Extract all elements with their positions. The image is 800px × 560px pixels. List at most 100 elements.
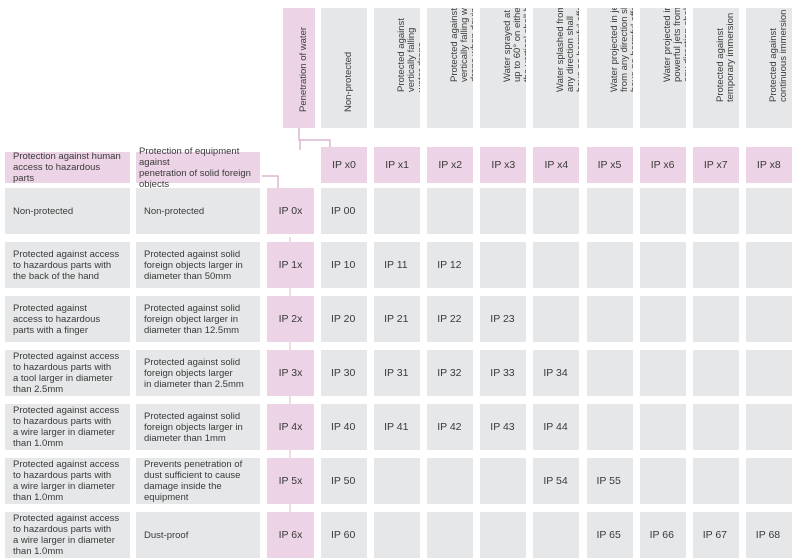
human-protection-header: Protection against human access to hazar… bbox=[5, 151, 130, 184]
water-level-code-text: IP x7 bbox=[703, 158, 728, 171]
solid-level-code-text: IP 1x bbox=[278, 258, 303, 271]
ip-rating-cell-text: IP 23 bbox=[490, 312, 515, 325]
water-level-code: IP x0 bbox=[321, 147, 367, 183]
ip-rating-cell bbox=[639, 296, 686, 342]
ip-rating-cell-text: IP 65 bbox=[596, 528, 621, 541]
ip-rating-cell-text: IP 00 bbox=[331, 204, 356, 217]
ip-rating-cell bbox=[745, 296, 792, 342]
human-protection-description: Protected against access to hazardous pa… bbox=[5, 458, 130, 504]
ip-rating-cell bbox=[692, 296, 739, 342]
solid-level-code: IP 3x bbox=[267, 350, 314, 396]
water-level-description-text: Water sprayed at an angle up to 60° on e… bbox=[502, 8, 527, 82]
water-level-code-text: IP x8 bbox=[756, 158, 781, 171]
ip-rating-cell-text: IP 10 bbox=[331, 258, 356, 271]
ip-rating-cell: IP 50 bbox=[321, 458, 367, 504]
ip-rating-cell: IP 60 bbox=[321, 512, 367, 558]
ip-rating-cell: IP 40 bbox=[321, 404, 367, 450]
water-level-code: IP x8 bbox=[745, 147, 792, 183]
water-level-description-text: Water projected in jets from any directi… bbox=[608, 8, 633, 92]
water-level-description: Water projected in jets from any directi… bbox=[586, 8, 633, 128]
ip-rating-cell-text: IP 66 bbox=[649, 528, 674, 541]
ip-rating-cell-text: IP 33 bbox=[490, 366, 515, 379]
water-level-code-text: IP x5 bbox=[597, 158, 622, 171]
ip-rating-cell bbox=[427, 188, 474, 234]
solid-level-code: IP 1x bbox=[267, 242, 314, 288]
ip-rating-cell: IP 68 bbox=[745, 512, 792, 558]
water-level-description-text: Protected against temporary immersion bbox=[714, 12, 736, 102]
ip-rating-cell: IP 12 bbox=[427, 242, 474, 288]
human-protection-description-text: Protected against access to hazardous pa… bbox=[13, 302, 101, 336]
water-level-description-text: Protected against vertically falling wat… bbox=[396, 18, 421, 92]
ip-rating-cell bbox=[427, 512, 474, 558]
ip-rating-cell-text: IP 67 bbox=[702, 528, 728, 541]
ip-rating-cell: IP 20 bbox=[321, 296, 367, 342]
ip-rating-cell-text: IP 68 bbox=[755, 528, 781, 541]
equipment-protection-label: Protection of equipment against penetrat… bbox=[139, 145, 251, 190]
equipment-protection-description: Protected against solid foreign objects … bbox=[136, 404, 260, 450]
solid-level-code-text: IP 0x bbox=[278, 204, 303, 217]
water-level-description: Protected against temporary immersion bbox=[692, 8, 739, 128]
ip-rating-cell: IP 11 bbox=[374, 242, 421, 288]
ip-rating-cell bbox=[586, 296, 633, 342]
ip-rating-cell-text: IP 12 bbox=[437, 258, 462, 271]
ip-rating-cell: IP 10 bbox=[321, 242, 367, 288]
ip-rating-cell-text: IP 60 bbox=[331, 528, 356, 541]
water-level-description: Water splashed from any direction shall … bbox=[533, 8, 580, 128]
human-protection-description: Protected against access to hazardous pa… bbox=[5, 512, 130, 558]
ip-rating-cell: IP 65 bbox=[586, 512, 633, 558]
solid-level-code: IP 2x bbox=[267, 296, 314, 342]
ip-rating-cell-text: IP 34 bbox=[543, 366, 568, 379]
ip-rating-cell: IP 33 bbox=[480, 350, 527, 396]
ip-rating-cell bbox=[533, 242, 580, 288]
solid-level-code: IP 0x bbox=[267, 188, 314, 234]
ip-rating-cell-text: IP 50 bbox=[331, 474, 356, 487]
equipment-protection-description-text: Protected against solid foreign objects … bbox=[144, 248, 243, 282]
water-level-code: IP x1 bbox=[374, 147, 421, 183]
ip-rating-cell-text: IP 42 bbox=[437, 420, 462, 433]
water-level-code-text: IP x0 bbox=[332, 158, 356, 171]
human-protection-description-text: Non-protected bbox=[13, 205, 74, 217]
ip-rating-cell bbox=[745, 242, 792, 288]
equipment-protection-description-text: Protected against solid foreign objects … bbox=[144, 356, 244, 390]
ip-rating-cell: IP 21 bbox=[374, 296, 421, 342]
ip-rating-cell: IP 55 bbox=[586, 458, 633, 504]
ip-rating-cell bbox=[639, 404, 686, 450]
ip-rating-cell bbox=[745, 188, 792, 234]
ip-rating-cell-text: IP 22 bbox=[437, 312, 462, 325]
ip-rating-cell bbox=[480, 242, 527, 288]
ip-rating-cell: IP 30 bbox=[321, 350, 367, 396]
human-protection-description: Non-protected bbox=[5, 188, 130, 234]
water-level-code: IP x2 bbox=[427, 147, 474, 183]
human-protection-description-text: Protected against access to hazardous pa… bbox=[13, 405, 120, 449]
ip-rating-cell: IP 41 bbox=[374, 404, 421, 450]
ip-rating-cell: IP 44 bbox=[533, 404, 580, 450]
equipment-protection-description: Dust-proof bbox=[136, 512, 260, 558]
human-protection-description: Protected against access to hazardous pa… bbox=[5, 350, 130, 396]
ip-rating-cell bbox=[692, 404, 739, 450]
equipment-protection-description-text: Non-protected bbox=[144, 205, 205, 217]
solid-level-code-text: IP 6x bbox=[278, 528, 303, 541]
ip-rating-cell bbox=[427, 458, 474, 504]
human-protection-description-text: Protected against access to hazardous pa… bbox=[13, 351, 120, 395]
ip-rating-cell-text: IP 20 bbox=[331, 312, 356, 325]
water-level-code-text: IP x6 bbox=[650, 158, 675, 171]
ip-rating-cell bbox=[639, 458, 686, 504]
ip-rating-cell bbox=[692, 188, 739, 234]
equipment-protection-description: Protected against solid foreign object l… bbox=[136, 296, 260, 342]
equipment-protection-description-text: Prevents penetration of dust sufficient … bbox=[144, 459, 243, 503]
human-protection-description-text: Protected against access to hazardous pa… bbox=[13, 459, 120, 503]
ip-rating-cell-text: IP 11 bbox=[384, 258, 408, 271]
ip-rating-cell bbox=[639, 350, 686, 396]
water-penetration-label: Penetration of water bbox=[298, 26, 309, 112]
equipment-protection-description: Protected against solid foreign objects … bbox=[136, 242, 260, 288]
water-level-code-text: IP x2 bbox=[438, 158, 463, 171]
equipment-protection-description-text: Dust-proof bbox=[144, 529, 189, 541]
ip-rating-cell-text: IP 30 bbox=[331, 366, 356, 379]
equipment-protection-description: Protected against solid foreign objects … bbox=[136, 350, 260, 396]
ip-rating-cell-text: IP 40 bbox=[331, 420, 356, 433]
water-level-description: Water sprayed at an angle up to 60° on e… bbox=[480, 8, 527, 128]
ip-rating-cell: IP 54 bbox=[533, 458, 580, 504]
ip-rating-cell-text: IP 44 bbox=[543, 420, 568, 433]
ip-rating-cell bbox=[533, 512, 580, 558]
ip-rating-cell: IP 00 bbox=[321, 188, 367, 234]
